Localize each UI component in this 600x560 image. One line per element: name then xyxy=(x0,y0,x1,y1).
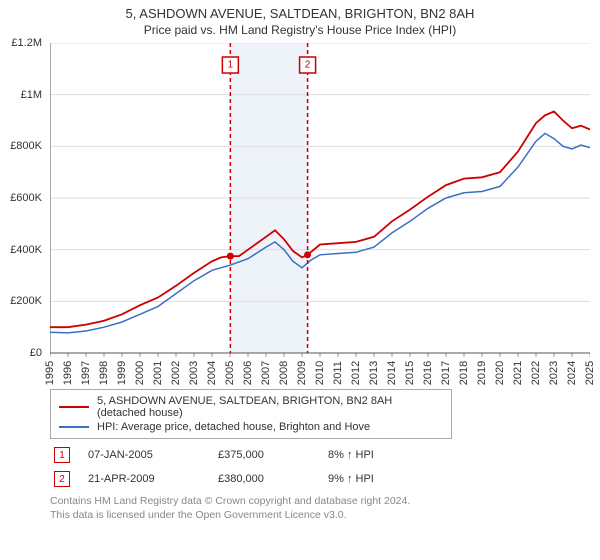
x-tick-label: 2019 xyxy=(476,361,488,385)
line-chart-svg: 12 xyxy=(50,43,590,383)
x-tick-label: 2004 xyxy=(206,361,218,385)
chart-subtitle: Price paid vs. HM Land Registry's House … xyxy=(0,21,600,43)
y-axis-labels: £0£200K£400K£600K£800K£1M£1.2M xyxy=(0,43,45,353)
sale-row: 1 07-JAN-2005£375,0008% ↑ HPI xyxy=(50,443,590,467)
x-tick-label: 2015 xyxy=(404,361,416,385)
chart-title: 5, ASHDOWN AVENUE, SALTDEAN, BRIGHTON, B… xyxy=(0,0,600,21)
y-tick-label: £600K xyxy=(10,192,42,204)
x-tick-label: 2007 xyxy=(260,361,272,385)
x-tick-label: 2002 xyxy=(170,361,182,385)
sale-date: 07-JAN-2005 xyxy=(88,449,218,461)
x-tick-label: 2013 xyxy=(368,361,380,385)
x-tick-label: 2014 xyxy=(386,361,398,385)
x-tick-label: 2003 xyxy=(188,361,200,385)
x-tick-label: 1997 xyxy=(80,361,92,385)
y-tick-label: £800K xyxy=(10,140,42,152)
x-tick-label: 1999 xyxy=(116,361,128,385)
x-tick-label: 2001 xyxy=(152,361,164,385)
legend-row-property: 5, ASHDOWN AVENUE, SALTDEAN, BRIGHTON, B… xyxy=(59,394,443,420)
x-tick-label: 2022 xyxy=(530,361,542,385)
legend-swatch-hpi xyxy=(59,426,89,428)
x-tick-label: 2008 xyxy=(278,361,290,385)
footer-attribution: Contains HM Land Registry data © Crown c… xyxy=(50,491,590,522)
sale-diff: 8% ↑ HPI xyxy=(328,449,448,461)
legend-label-property: 5, ASHDOWN AVENUE, SALTDEAN, BRIGHTON, B… xyxy=(97,395,443,419)
sale-diff: 9% ↑ HPI xyxy=(328,473,448,485)
x-tick-label: 1995 xyxy=(44,361,56,385)
x-tick-label: 2023 xyxy=(548,361,560,385)
chart-legend: 5, ASHDOWN AVENUE, SALTDEAN, BRIGHTON, B… xyxy=(50,389,452,439)
x-tick-label: 2017 xyxy=(440,361,452,385)
y-tick-label: £1.2M xyxy=(11,37,42,49)
y-tick-label: £200K xyxy=(10,295,42,307)
x-tick-label: 2020 xyxy=(494,361,506,385)
footer-line-2: This data is licensed under the Open Gov… xyxy=(50,509,590,523)
sale-price: £380,000 xyxy=(218,473,328,485)
x-tick-label: 2021 xyxy=(512,361,524,385)
sale-marker: 1 xyxy=(54,447,70,463)
sale-row: 2 21-APR-2009£380,0009% ↑ HPI xyxy=(50,467,590,491)
x-tick-label: 2018 xyxy=(458,361,470,385)
x-tick-label: 2009 xyxy=(296,361,308,385)
y-tick-label: £0 xyxy=(30,347,42,359)
x-tick-label: 2012 xyxy=(350,361,362,385)
sales-table: 1 07-JAN-2005£375,0008% ↑ HPI 2 21-APR-2009… xyxy=(50,443,590,491)
sale-price: £375,000 xyxy=(218,449,328,461)
x-tick-label: 2000 xyxy=(134,361,146,385)
legend-swatch-property xyxy=(59,406,89,408)
x-tick-label: 1996 xyxy=(62,361,74,385)
x-tick-label: 2011 xyxy=(332,361,344,385)
footer-line-1: Contains HM Land Registry data © Crown c… xyxy=(50,495,590,509)
x-tick-label: 2024 xyxy=(566,361,578,385)
legend-row-hpi: HPI: Average price, detached house, Brig… xyxy=(59,420,443,434)
legend-label-hpi: HPI: Average price, detached house, Brig… xyxy=(97,421,370,433)
x-tick-label: 1998 xyxy=(98,361,110,385)
sale-marker: 2 xyxy=(54,471,70,487)
x-tick-label: 2005 xyxy=(224,361,236,385)
x-tick-label: 2006 xyxy=(242,361,254,385)
svg-text:2: 2 xyxy=(305,60,311,71)
y-tick-label: £400K xyxy=(10,244,42,256)
x-tick-label: 2025 xyxy=(584,361,596,385)
sale-date: 21-APR-2009 xyxy=(88,473,218,485)
y-tick-label: £1M xyxy=(21,89,42,101)
x-tick-label: 2016 xyxy=(422,361,434,385)
x-tick-label: 2010 xyxy=(314,361,326,385)
chart-area: £0£200K£400K£600K£800K£1M£1.2M 12 199519… xyxy=(50,43,590,383)
svg-text:1: 1 xyxy=(228,60,234,71)
x-axis-labels: 1995199619971998199920002001200220032004… xyxy=(50,357,590,387)
